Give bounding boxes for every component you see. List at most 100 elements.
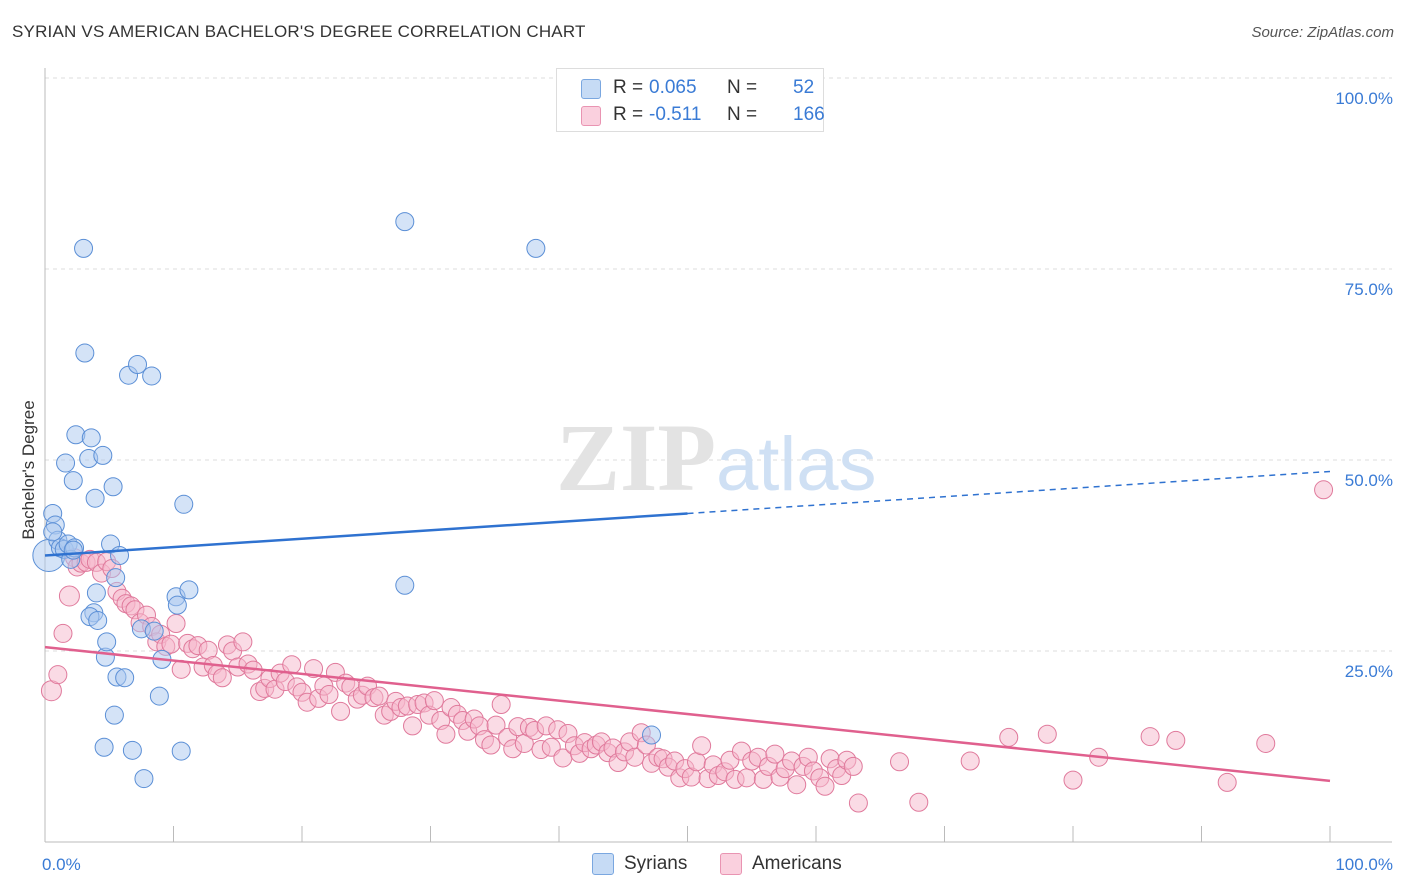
watermark: ZIP atlas <box>556 404 877 511</box>
syrians-point <box>144 621 164 641</box>
syrians-point <box>85 488 105 508</box>
americans-point <box>843 756 863 776</box>
syrians-point <box>88 610 108 630</box>
legend-r-label: R = <box>613 77 644 98</box>
legend-n-value: 166 <box>793 104 825 125</box>
syrians-point <box>56 453 76 473</box>
americans-point <box>1217 772 1237 792</box>
syrians-point <box>134 769 154 789</box>
americans-point <box>1314 480 1334 500</box>
legend-label-syrians: Syrians <box>624 853 688 874</box>
americans-point <box>787 775 807 795</box>
y-tick-label: 75.0% <box>1345 280 1393 299</box>
trend-lines <box>44 470 1331 783</box>
y-axis-label: Bachelor's Degree <box>19 400 38 539</box>
syrians-point <box>171 741 191 761</box>
americans-point <box>331 701 351 721</box>
americans-point <box>53 623 73 643</box>
syrians-point <box>526 238 546 258</box>
syrians-point <box>149 686 169 706</box>
syrians-trend-line <box>44 512 688 557</box>
americans-point <box>166 613 186 633</box>
syrians-point <box>43 522 63 542</box>
legend-n-label: N = <box>727 104 758 125</box>
syrians-point <box>75 343 95 363</box>
americans-point <box>765 744 785 764</box>
series-americans-points <box>40 480 1334 813</box>
americans-point <box>304 659 324 679</box>
series-syrians-points <box>32 212 662 789</box>
syrians-point <box>66 425 86 445</box>
y-tick-label: 50.0% <box>1345 471 1393 490</box>
syrians-point <box>174 494 194 514</box>
syrians-trend-line-extension <box>687 470 1331 515</box>
syrians-point <box>104 705 124 725</box>
americans-point <box>403 716 423 736</box>
syrians-point <box>128 355 148 374</box>
syrians-point <box>74 238 94 258</box>
legend-r-value: -0.511 <box>649 104 702 125</box>
syrians-point <box>63 471 83 491</box>
americans-point <box>909 792 929 812</box>
legend-n-label: N = <box>727 77 758 98</box>
syrians-point <box>103 477 123 497</box>
legend-n-value: 52 <box>793 77 815 98</box>
syrians-point <box>142 366 162 386</box>
syrians-point <box>93 445 113 465</box>
americans-point <box>848 793 868 813</box>
americans-point <box>960 751 980 771</box>
americans-point <box>212 668 232 688</box>
americans-point <box>369 686 389 706</box>
x-tick-label: 100.0% <box>1335 855 1393 874</box>
tick-labels: 25.0% 50.0% 75.0% 100.0% 0.0% 100.0% <box>42 89 1393 874</box>
americans-point <box>1140 727 1160 747</box>
legend-r-value: 0.065 <box>649 77 697 98</box>
americans-point <box>48 665 68 685</box>
syrians-point <box>81 428 101 448</box>
syrians-point <box>97 632 117 652</box>
watermark-zip: ZIP <box>556 404 716 511</box>
americans-point <box>692 736 712 756</box>
syrians-point <box>122 740 142 760</box>
legend-swatch-syrians <box>592 853 614 875</box>
x-tick-label: 0.0% <box>42 855 81 874</box>
syrians-point <box>86 583 106 603</box>
legend-label-americans: Americans <box>752 853 842 874</box>
americans-point <box>424 691 444 711</box>
americans-point <box>233 632 253 652</box>
watermark-atlas: atlas <box>716 422 877 507</box>
legend-swatch-syrians <box>581 79 601 99</box>
syrians-point <box>106 568 126 588</box>
americans-point <box>1166 730 1186 750</box>
legend-swatch-americans <box>581 106 601 126</box>
americans-point <box>890 752 910 772</box>
americans-point <box>1063 770 1083 790</box>
americans-point <box>737 768 757 788</box>
chart-title: SYRIAN VS AMERICAN BACHELOR'S DEGREE COR… <box>12 22 586 41</box>
americans-point <box>815 776 835 796</box>
y-tick-label: 25.0% <box>1345 662 1393 681</box>
americans-point <box>1037 724 1057 744</box>
americans-point <box>436 724 456 744</box>
syrians-point <box>642 725 662 745</box>
americans-point <box>486 715 506 735</box>
americans-point <box>58 585 80 607</box>
syrians-point <box>63 540 83 560</box>
syrians-point <box>179 580 199 600</box>
americans-point <box>1256 733 1276 753</box>
y-tick-label: 100.0% <box>1335 89 1393 108</box>
americans-point <box>481 735 501 755</box>
chart-source: Source: ZipAtlas.com <box>1251 24 1394 41</box>
americans-point <box>686 752 706 772</box>
legend-swatch-americans <box>720 853 742 875</box>
axes <box>44 68 1392 843</box>
americans-point <box>999 727 1019 747</box>
legend-r-label: R = <box>613 104 644 125</box>
correlation-legend: R = 0.065 N = 52 R = -0.511 N = 166 <box>556 68 825 132</box>
syrians-point <box>395 575 415 595</box>
syrians-point <box>94 737 114 757</box>
syrians-point <box>167 595 187 615</box>
gridlines <box>45 77 1392 652</box>
americans-point <box>625 747 645 767</box>
